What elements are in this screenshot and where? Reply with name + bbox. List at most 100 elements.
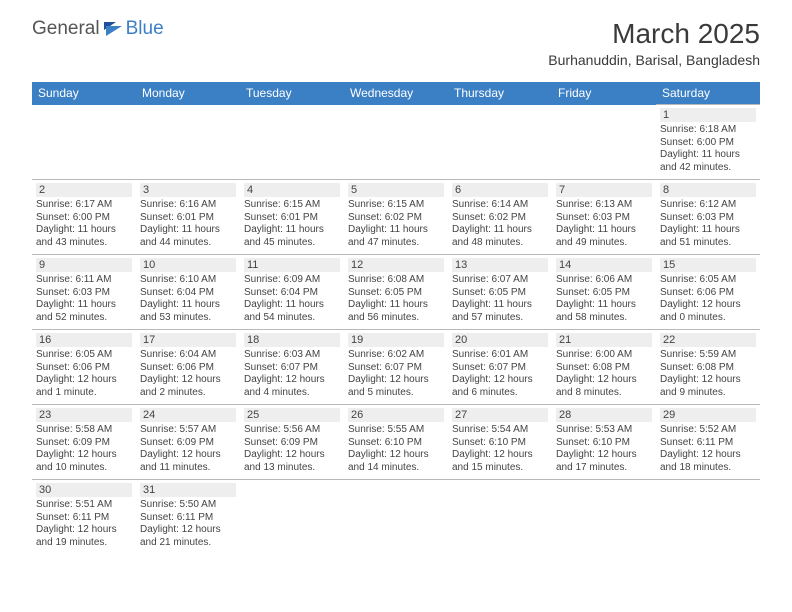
sunset-text: Sunset: 6:00 PM xyxy=(660,137,756,150)
daylight-text: and 2 minutes. xyxy=(140,387,236,400)
calendar-cell xyxy=(656,480,760,555)
sunrise-text: Sunrise: 5:54 AM xyxy=(452,424,548,437)
calendar-cell: 20Sunrise: 6:01 AMSunset: 6:07 PMDayligh… xyxy=(448,330,552,405)
daylight-text: and 47 minutes. xyxy=(348,237,444,250)
calendar-cell: 21Sunrise: 6:00 AMSunset: 6:08 PMDayligh… xyxy=(552,330,656,405)
sunrise-text: Sunrise: 6:03 AM xyxy=(244,349,340,362)
day-number: 14 xyxy=(556,258,652,272)
dayname-thu: Thursday xyxy=(448,82,552,105)
day-number: 4 xyxy=(244,183,340,197)
daylight-text: and 4 minutes. xyxy=(244,387,340,400)
sunset-text: Sunset: 6:11 PM xyxy=(140,512,236,525)
daylight-text: Daylight: 12 hours xyxy=(660,374,756,387)
sunset-text: Sunset: 6:06 PM xyxy=(660,287,756,300)
day-number: 29 xyxy=(660,408,756,422)
calendar-cell: 2Sunrise: 6:17 AMSunset: 6:00 PMDaylight… xyxy=(32,180,136,255)
calendar-cell: 9 Sunrise: 6:11 AMSunset: 6:03 PMDaylight… xyxy=(32,255,136,330)
sunset-text: Sunset: 6:11 PM xyxy=(660,437,756,450)
day-info: Sunrise: 6:03 AMSunset: 6:07 PMDaylight:… xyxy=(244,349,340,399)
sunrise-text: Sunrise: 5:56 AM xyxy=(244,424,340,437)
daylight-text: Daylight: 12 hours xyxy=(36,449,132,462)
location-subtitle: Burhanuddin, Barisal, Bangladesh xyxy=(548,52,760,68)
logo: General Blue xyxy=(32,18,164,40)
day-info: Sunrise: 5:52 AMSunset: 6:11 PMDaylight:… xyxy=(660,424,756,474)
day-info: Sunrise: 6:12 AMSunset: 6:03 PMDaylight:… xyxy=(660,199,756,249)
sunset-text: Sunset: 6:10 PM xyxy=(452,437,548,450)
calendar-table: Sunday Monday Tuesday Wednesday Thursday… xyxy=(32,82,760,554)
calendar-cell xyxy=(240,480,344,555)
day-info: Sunrise: 5:57 AMSunset: 6:09 PMDaylight:… xyxy=(140,424,236,474)
sunrise-text: Sunrise: 6:15 AM xyxy=(244,199,340,212)
sunrise-text: Sunrise: 6:17 AM xyxy=(36,199,132,212)
daylight-text: and 43 minutes. xyxy=(36,237,132,250)
day-info: Sunrise: 6:15 AMSunset: 6:01 PMDaylight:… xyxy=(244,199,340,249)
sunrise-text: Sunrise: 6:01 AM xyxy=(452,349,548,362)
daylight-text: Daylight: 11 hours xyxy=(348,299,444,312)
daylight-text: and 56 minutes. xyxy=(348,312,444,325)
sunset-text: Sunset: 6:03 PM xyxy=(556,212,652,225)
day-number: 17 xyxy=(140,333,236,347)
day-number: 5 xyxy=(348,183,444,197)
sunrise-text: Sunrise: 6:16 AM xyxy=(140,199,236,212)
calendar-cell: 13Sunrise: 6:07 AMSunset: 6:05 PMDayligh… xyxy=(448,255,552,330)
calendar-week: 2Sunrise: 6:17 AMSunset: 6:00 PMDaylight… xyxy=(32,180,760,255)
daylight-text: Daylight: 12 hours xyxy=(452,374,548,387)
calendar-week: 30Sunrise: 5:51 AMSunset: 6:11 PMDayligh… xyxy=(32,480,760,555)
sunrise-text: Sunrise: 6:18 AM xyxy=(660,124,756,137)
daylight-text: Daylight: 12 hours xyxy=(244,449,340,462)
daylight-text: Daylight: 12 hours xyxy=(140,449,236,462)
day-number: 7 xyxy=(556,183,652,197)
day-info: Sunrise: 5:58 AMSunset: 6:09 PMDaylight:… xyxy=(36,424,132,474)
sunset-text: Sunset: 6:04 PM xyxy=(140,287,236,300)
sunrise-text: Sunrise: 6:05 AM xyxy=(36,349,132,362)
calendar-cell xyxy=(552,105,656,180)
sunrise-text: Sunrise: 6:07 AM xyxy=(452,274,548,287)
day-info: Sunrise: 6:10 AMSunset: 6:04 PMDaylight:… xyxy=(140,274,236,324)
daylight-text: Daylight: 11 hours xyxy=(36,299,132,312)
sunrise-text: Sunrise: 6:12 AM xyxy=(660,199,756,212)
sunset-text: Sunset: 6:05 PM xyxy=(348,287,444,300)
day-info: Sunrise: 5:55 AMSunset: 6:10 PMDaylight:… xyxy=(348,424,444,474)
calendar-cell: 3Sunrise: 6:16 AMSunset: 6:01 PMDaylight… xyxy=(136,180,240,255)
day-number: 26 xyxy=(348,408,444,422)
daylight-text: Daylight: 11 hours xyxy=(348,224,444,237)
daylight-text: Daylight: 11 hours xyxy=(660,224,756,237)
daylight-text: and 21 minutes. xyxy=(140,537,236,550)
daylight-text: Daylight: 11 hours xyxy=(140,224,236,237)
flag-icon xyxy=(102,20,124,38)
calendar-cell xyxy=(448,480,552,555)
day-info: Sunrise: 6:04 AMSunset: 6:06 PMDaylight:… xyxy=(140,349,236,399)
day-number: 18 xyxy=(244,333,340,347)
day-number: 1 xyxy=(660,108,756,122)
daylight-text: and 1 minute. xyxy=(36,387,132,400)
daylight-text: and 5 minutes. xyxy=(348,387,444,400)
dayname-wed: Wednesday xyxy=(344,82,448,105)
day-info: Sunrise: 6:05 AMSunset: 6:06 PMDaylight:… xyxy=(660,274,756,324)
calendar-week: 9 Sunrise: 6:11 AMSunset: 6:03 PMDaylight… xyxy=(32,255,760,330)
sunrise-text: Sunrise: 5:57 AM xyxy=(140,424,236,437)
calendar-cell xyxy=(344,105,448,180)
sunset-text: Sunset: 6:04 PM xyxy=(244,287,340,300)
day-number: 12 xyxy=(348,258,444,272)
sunrise-text: Sunrise: 6:04 AM xyxy=(140,349,236,362)
day-number: 8 xyxy=(660,183,756,197)
daylight-text: Daylight: 12 hours xyxy=(140,524,236,537)
month-title: March 2025 xyxy=(548,18,760,50)
calendar-cell: 18 Sunrise: 6:03 AMSunset: 6:07 PMDayligh… xyxy=(240,330,344,405)
day-number: 31 xyxy=(140,483,236,497)
sunset-text: Sunset: 6:00 PM xyxy=(36,212,132,225)
calendar-cell xyxy=(240,105,344,180)
sunset-text: Sunset: 6:07 PM xyxy=(348,362,444,375)
daylight-text: and 17 minutes. xyxy=(556,462,652,475)
daylight-text: Daylight: 12 hours xyxy=(36,524,132,537)
calendar-week: 1Sunrise: 6:18 AMSunset: 6:00 PMDaylight… xyxy=(32,105,760,180)
daylight-text: and 51 minutes. xyxy=(660,237,756,250)
daylight-text: and 8 minutes. xyxy=(556,387,652,400)
daylight-text: and 13 minutes. xyxy=(244,462,340,475)
daylight-text: Daylight: 11 hours xyxy=(452,299,548,312)
calendar-cell: 8 Sunrise: 6:12 AMSunset: 6:03 PMDaylight… xyxy=(656,180,760,255)
day-number: 30 xyxy=(36,483,132,497)
day-info: Sunrise: 6:11 AMSunset: 6:03 PMDaylight:… xyxy=(36,274,132,324)
sunrise-text: Sunrise: 6:02 AM xyxy=(348,349,444,362)
day-number: 9 xyxy=(36,258,132,272)
